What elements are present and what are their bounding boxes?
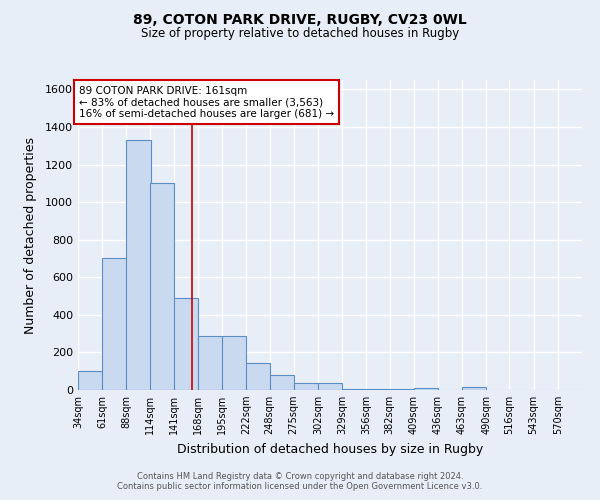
Bar [318, 384, 342, 390]
Bar [294, 384, 318, 390]
Bar [127, 140, 151, 390]
Bar [389, 389, 414, 390]
Bar [269, 375, 294, 390]
Bar [78, 370, 102, 390]
Bar [366, 389, 391, 390]
Bar [174, 298, 198, 390]
Text: Contains public sector information licensed under the Open Government Licence v3: Contains public sector information licen… [118, 482, 482, 491]
Text: 89 COTON PARK DRIVE: 161sqm
← 83% of detached houses are smaller (3,563)
16% of : 89 COTON PARK DRIVE: 161sqm ← 83% of det… [79, 86, 334, 119]
Bar [342, 389, 366, 390]
Text: 89, COTON PARK DRIVE, RUGBY, CV23 0WL: 89, COTON PARK DRIVE, RUGBY, CV23 0WL [133, 12, 467, 26]
X-axis label: Distribution of detached houses by size in Rugby: Distribution of detached houses by size … [177, 442, 483, 456]
Bar [198, 336, 222, 390]
Text: Size of property relative to detached houses in Rugby: Size of property relative to detached ho… [141, 28, 459, 40]
Text: Contains HM Land Registry data © Crown copyright and database right 2024.: Contains HM Land Registry data © Crown c… [137, 472, 463, 481]
Bar [462, 387, 486, 390]
Bar [222, 336, 246, 390]
Bar [149, 184, 174, 390]
Bar [414, 388, 438, 390]
Bar [102, 258, 127, 390]
Y-axis label: Number of detached properties: Number of detached properties [23, 136, 37, 334]
Bar [246, 363, 271, 390]
